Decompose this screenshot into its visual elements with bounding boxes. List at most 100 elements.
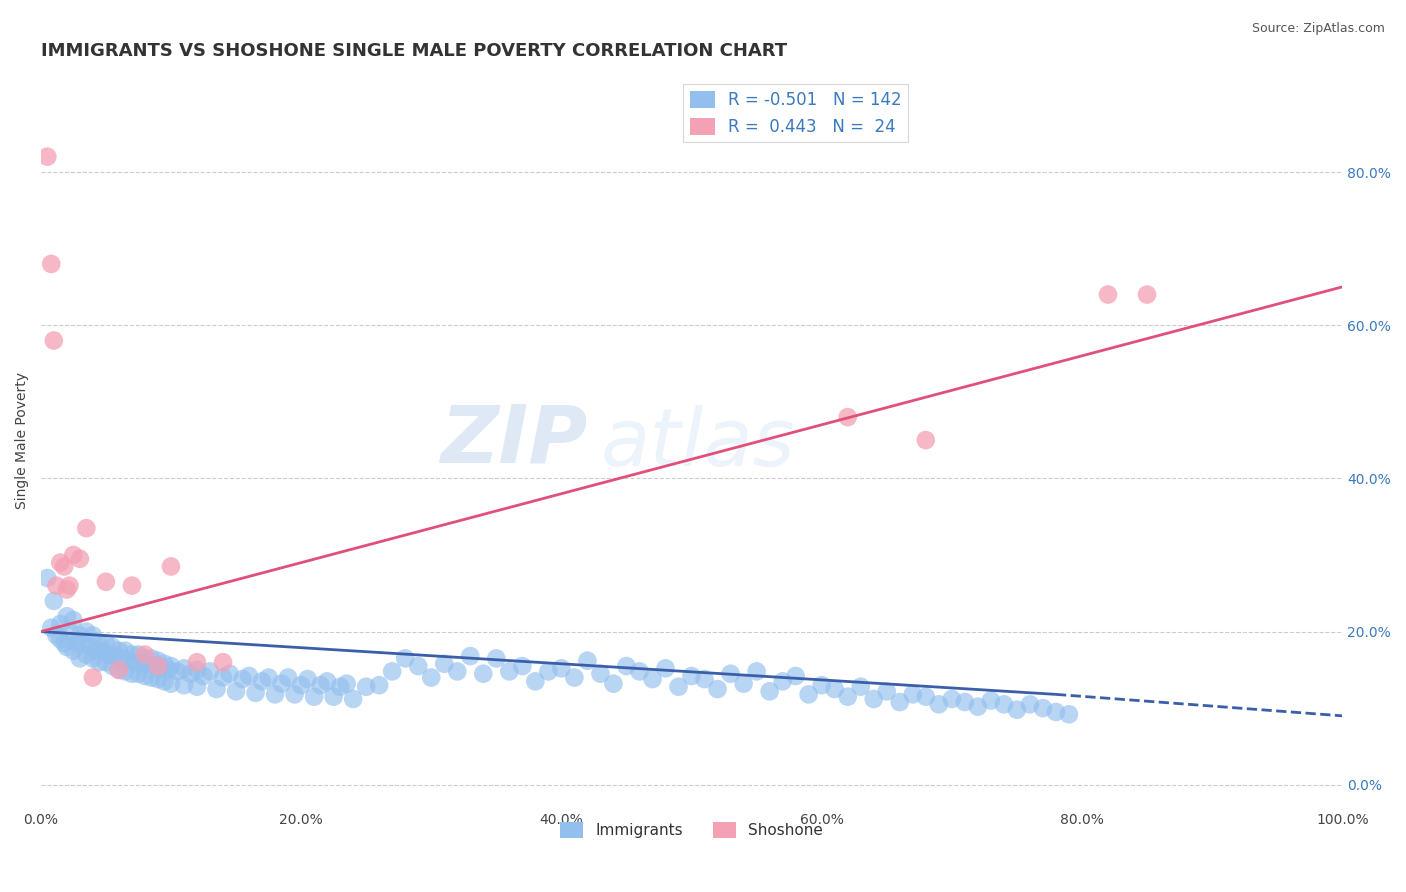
Point (45, 579, 67, 593)
Point (62, 613, 84, 627)
Point (160, 559, 183, 574)
Point (668, 680, 690, 694)
Point (498, 665, 520, 679)
Point (179, 666, 201, 681)
Point (91, 644, 114, 658)
Point (1032, 701, 1054, 715)
Point (89, 655, 111, 669)
Point (512, 659, 534, 673)
Point (641, 672, 664, 686)
Point (797, 687, 820, 701)
Point (108, 663, 131, 677)
Point (810, 678, 832, 692)
Point (616, 659, 638, 673)
Point (485, 651, 508, 665)
Point (58, 624, 80, 639)
Point (37, 571, 59, 585)
Point (42, 334, 65, 348)
Point (56, 582, 79, 597)
Point (131, 657, 153, 671)
Point (49, 556, 72, 570)
Point (245, 686, 267, 700)
Point (1045, 705, 1067, 719)
Point (110, 651, 132, 665)
Point (49, 632, 72, 647)
Point (824, 681, 846, 696)
Point (186, 663, 208, 677)
Point (1136, 287, 1159, 301)
Point (124, 655, 146, 669)
Text: IMMIGRANTS VS SHOSHONE SINGLE MALE POVERTY CORRELATION CHART: IMMIGRANTS VS SHOSHONE SINGLE MALE POVER… (41, 42, 787, 60)
Point (277, 671, 299, 685)
Point (354, 680, 377, 694)
Point (297, 672, 319, 686)
Point (42, 594, 65, 608)
Point (914, 433, 936, 447)
Point (69, 651, 91, 665)
Point (290, 678, 312, 692)
Point (94, 574, 117, 589)
Point (121, 579, 143, 593)
Point (524, 674, 547, 689)
Point (720, 666, 742, 681)
Point (654, 661, 676, 675)
Point (127, 648, 149, 662)
Y-axis label: Single Male Poverty: Single Male Poverty (15, 372, 30, 508)
Point (49, 616, 72, 631)
Point (127, 666, 149, 681)
Point (75, 648, 97, 662)
Point (94, 636, 117, 650)
Point (56, 609, 79, 624)
Point (1005, 703, 1028, 717)
Point (564, 671, 586, 685)
Point (602, 676, 624, 690)
Point (146, 654, 169, 668)
Point (160, 676, 183, 690)
Point (198, 665, 221, 679)
Point (394, 651, 416, 665)
Point (39, 257, 62, 271)
Point (58, 579, 80, 593)
Point (284, 687, 307, 701)
Point (101, 659, 124, 673)
Point (772, 674, 794, 689)
Point (270, 676, 292, 690)
Point (121, 648, 143, 662)
Point (45, 628, 67, 642)
Point (143, 659, 166, 673)
Point (105, 649, 128, 664)
Point (1097, 287, 1119, 301)
Point (134, 651, 156, 665)
Point (53, 636, 76, 650)
Point (79, 640, 101, 654)
Point (62, 644, 84, 658)
Point (758, 684, 780, 698)
Point (458, 649, 481, 664)
Point (901, 687, 924, 701)
Point (141, 671, 163, 685)
Point (141, 651, 163, 665)
Point (928, 698, 950, 712)
Point (693, 672, 716, 686)
Text: ZIP: ZIP (440, 401, 588, 479)
Point (914, 690, 936, 704)
Point (745, 665, 768, 679)
Point (72, 636, 94, 650)
Point (205, 681, 228, 696)
Point (97, 648, 120, 662)
Point (862, 692, 884, 706)
Point (66, 636, 89, 650)
Text: Source: ZipAtlas.com: Source: ZipAtlas.com (1251, 22, 1385, 36)
Point (941, 692, 963, 706)
Point (264, 687, 287, 701)
Point (589, 666, 612, 681)
Point (82, 628, 104, 642)
Point (1019, 698, 1042, 712)
Point (118, 654, 141, 668)
Point (576, 654, 599, 668)
Point (146, 672, 169, 686)
Point (966, 699, 988, 714)
Point (136, 657, 159, 671)
Point (69, 628, 91, 642)
Point (628, 665, 651, 679)
